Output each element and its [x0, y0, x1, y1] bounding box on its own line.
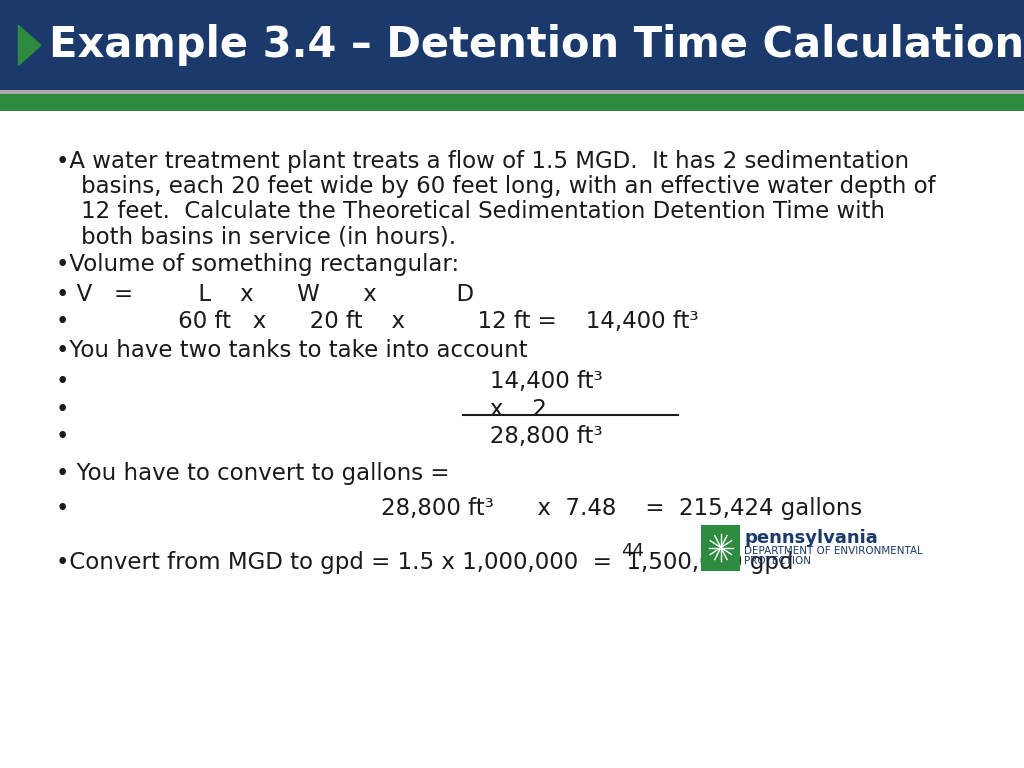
Bar — [701, 525, 740, 571]
Text: 12 feet.  Calculate the Theoretical Sedimentation Detention Time with: 12 feet. Calculate the Theoretical Sedim… — [81, 200, 885, 223]
Text: •Convert from MGD to gpd = 1.5 x 1,000,000  =  1,500,000 gpd: •Convert from MGD to gpd = 1.5 x 1,000,0… — [56, 551, 794, 574]
Text: •               60 ft   x      20 ft    x          12 ft =    14,400 ft³: • 60 ft x 20 ft x 12 ft = 14,400 ft³ — [56, 310, 699, 333]
Text: •                                                          x    2: • x 2 — [56, 398, 547, 421]
Polygon shape — [18, 25, 41, 65]
Bar — [0, 94, 1024, 111]
Text: •You have two tanks to take into account: •You have two tanks to take into account — [56, 339, 528, 362]
Text: Example 3.4 – Detention Time Calculation: Example 3.4 – Detention Time Calculation — [49, 25, 1024, 66]
Text: •                                           28,800 ft³      x  7.48    =  215,42: • 28,800 ft³ x 7.48 = 215,42 — [56, 497, 862, 520]
Text: • You have to convert to gallons =: • You have to convert to gallons = — [56, 462, 450, 485]
Bar — [0, 90, 1024, 94]
Text: •Volume of something rectangular:: •Volume of something rectangular: — [56, 253, 460, 276]
Text: 44: 44 — [622, 542, 644, 561]
Text: both basins in service (in hours).: both basins in service (in hours). — [81, 226, 456, 249]
Text: •                                                          28,800 ft³: • 28,800 ft³ — [56, 425, 603, 449]
Text: • V   =         L    x      W      x           D: • V = L x W x D — [56, 283, 474, 306]
Bar — [0, 0, 1024, 91]
Text: •                                                          14,400 ft³: • 14,400 ft³ — [56, 370, 603, 393]
Text: pennsylvania: pennsylvania — [744, 529, 879, 548]
Text: •A water treatment plant treats a flow of 1.5 MGD.  It has 2 sedimentation: •A water treatment plant treats a flow o… — [56, 150, 909, 173]
Text: basins, each 20 feet wide by 60 feet long, with an effective water depth of: basins, each 20 feet wide by 60 feet lon… — [81, 175, 936, 198]
Text: PROTECTION: PROTECTION — [744, 556, 811, 567]
Text: DEPARTMENT OF ENVIRONMENTAL: DEPARTMENT OF ENVIRONMENTAL — [744, 546, 924, 557]
